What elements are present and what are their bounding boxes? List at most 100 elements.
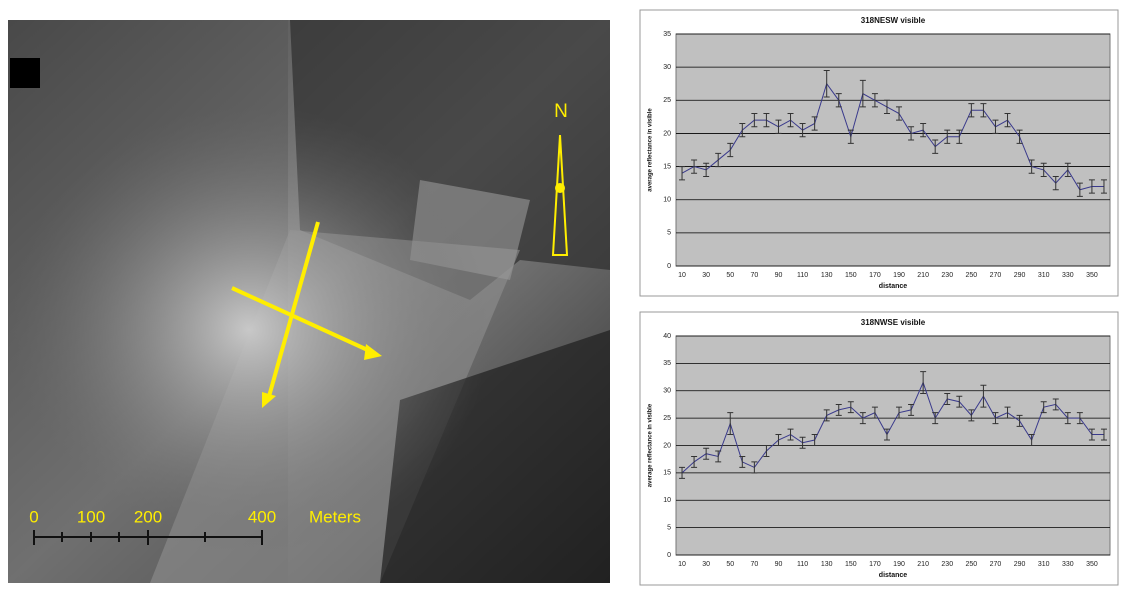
plot-area bbox=[675, 33, 1111, 267]
error-bar bbox=[691, 455, 698, 468]
y-tick-label: 20 bbox=[663, 130, 671, 137]
error-bar bbox=[1040, 162, 1047, 178]
y-tick-label: 30 bbox=[663, 388, 671, 395]
error-bar bbox=[847, 129, 854, 144]
y-tick-label: 25 bbox=[663, 97, 671, 104]
error-bar bbox=[751, 461, 758, 474]
error-bar bbox=[1040, 401, 1047, 414]
y-tick-label: 15 bbox=[663, 163, 671, 170]
error-bar bbox=[787, 428, 794, 441]
error-bar bbox=[787, 113, 794, 128]
error-bar bbox=[739, 122, 746, 138]
error-bar bbox=[751, 113, 758, 128]
error-bar bbox=[715, 450, 722, 463]
x-tick-label: 330 bbox=[1062, 561, 1074, 568]
y-axis-label: average reflectance in visible bbox=[648, 403, 654, 487]
y-tick-label: 20 bbox=[663, 442, 671, 449]
error-bar bbox=[932, 412, 939, 425]
y-axis-label: average reflectance in visible bbox=[648, 108, 654, 192]
x-tick-label: 110 bbox=[797, 272, 808, 279]
error-bar bbox=[703, 162, 710, 178]
y-tick-label: 10 bbox=[663, 497, 671, 504]
north-arrow bbox=[551, 134, 569, 256]
error-bar bbox=[835, 93, 842, 108]
error-bar bbox=[679, 166, 686, 181]
y-tick-label: 40 bbox=[663, 333, 671, 340]
error-bar bbox=[883, 428, 890, 441]
y-tick-label: 35 bbox=[663, 360, 671, 367]
error-bar bbox=[968, 409, 975, 422]
x-tick-label: 230 bbox=[941, 272, 953, 279]
scale-bar bbox=[33, 530, 263, 545]
x-tick-label: 190 bbox=[893, 561, 905, 568]
x-tick-label: 210 bbox=[917, 272, 929, 279]
x-tick-label: 230 bbox=[941, 561, 953, 568]
error-bar bbox=[1016, 129, 1023, 144]
x-tick-label: 70 bbox=[750, 561, 758, 568]
error-bar bbox=[896, 106, 903, 121]
x-tick-label: 170 bbox=[869, 272, 881, 279]
x-tick-label: 330 bbox=[1062, 272, 1074, 279]
y-tick-label: 5 bbox=[667, 230, 671, 237]
error-bar bbox=[703, 447, 710, 460]
error-bar bbox=[1052, 398, 1059, 411]
x-tick-label: 290 bbox=[1014, 561, 1026, 568]
x-tick-label: 30 bbox=[702, 561, 710, 568]
x-axis-label: distance bbox=[879, 572, 908, 579]
x-tick-label: 50 bbox=[726, 272, 734, 279]
error-bar bbox=[799, 122, 806, 138]
error-bar bbox=[859, 412, 866, 425]
x-tick-label: 250 bbox=[966, 272, 978, 279]
error-bar bbox=[691, 159, 698, 174]
error-bar bbox=[896, 406, 903, 419]
error-bar bbox=[1004, 406, 1011, 419]
x-tick-label: 10 bbox=[678, 561, 686, 568]
error-bar bbox=[1100, 428, 1107, 441]
error-bar bbox=[1028, 434, 1035, 446]
y-tick-label: 10 bbox=[663, 197, 671, 204]
error-bar bbox=[835, 403, 842, 416]
x-tick-label: 270 bbox=[990, 561, 1002, 568]
error-bar bbox=[908, 403, 915, 416]
error-bar bbox=[980, 384, 987, 408]
error-bar bbox=[859, 79, 866, 108]
y-tick-label: 0 bbox=[667, 263, 671, 270]
error-bar bbox=[1100, 179, 1107, 194]
error-bar bbox=[763, 113, 770, 128]
error-bar bbox=[1088, 428, 1095, 441]
x-tick-label: 90 bbox=[775, 272, 783, 279]
error-bar bbox=[1076, 182, 1083, 197]
series-line bbox=[681, 82, 1104, 191]
error-bar bbox=[823, 409, 830, 422]
y-tick-label: 5 bbox=[667, 524, 671, 531]
error-bar bbox=[739, 455, 746, 468]
x-tick-label: 30 bbox=[702, 272, 710, 279]
x-tick-label: 150 bbox=[845, 561, 857, 568]
error-bar bbox=[1004, 113, 1011, 128]
error-bar bbox=[679, 466, 686, 479]
error-bar bbox=[980, 103, 987, 118]
error-bar bbox=[823, 69, 830, 98]
x-tick-label: 130 bbox=[821, 561, 833, 568]
x-tick-label: 310 bbox=[1038, 272, 1050, 279]
x-tick-label: 70 bbox=[750, 272, 758, 279]
scale-label: 100 bbox=[77, 507, 105, 526]
x-tick-label: 170 bbox=[869, 561, 881, 568]
error-bar bbox=[968, 103, 975, 118]
error-bar bbox=[920, 371, 927, 394]
error-bar bbox=[1028, 159, 1035, 174]
x-tick-label: 270 bbox=[990, 272, 1002, 279]
error-bar bbox=[871, 406, 878, 419]
aerial-image bbox=[8, 20, 610, 583]
error-bar bbox=[727, 142, 734, 158]
error-bar bbox=[1052, 176, 1059, 191]
error-bar bbox=[920, 122, 927, 138]
x-tick-label: 50 bbox=[726, 561, 734, 568]
error-bar bbox=[847, 401, 854, 414]
error-bar bbox=[992, 119, 999, 134]
error-bar bbox=[932, 139, 939, 154]
error-bar bbox=[775, 434, 782, 446]
y-tick-label: 35 bbox=[663, 31, 671, 38]
